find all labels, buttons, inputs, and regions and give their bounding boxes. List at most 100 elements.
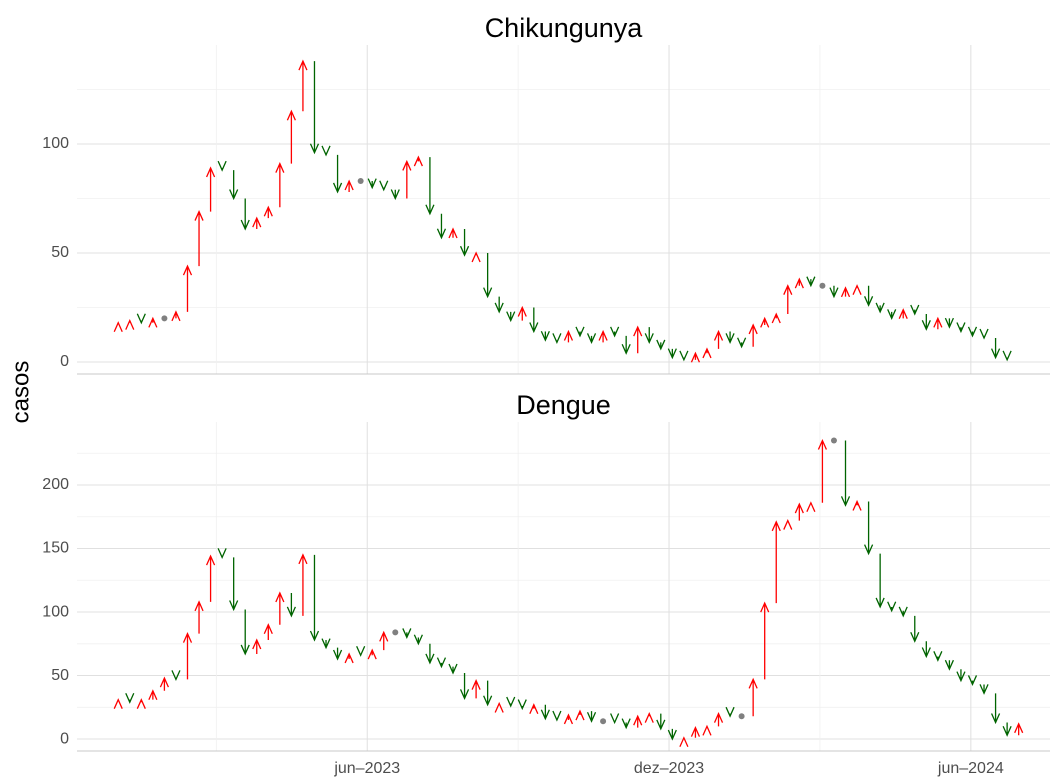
y-tick-label: 200 [42, 476, 69, 493]
up-arrow [771, 520, 781, 604]
down-arrow [887, 601, 897, 613]
up-arrow [783, 284, 793, 315]
up-arrow [852, 499, 862, 511]
up-arrow [148, 689, 158, 701]
y-tick-label: 100 [42, 135, 69, 152]
down-arrow [979, 684, 989, 695]
down-arrow [956, 322, 966, 334]
up-arrow [194, 600, 204, 634]
down-arrow [356, 645, 366, 657]
down-arrow [656, 713, 666, 731]
down-arrow [610, 326, 620, 338]
up-arrow [344, 652, 354, 664]
down-arrow [610, 713, 620, 725]
up-arrow [748, 677, 758, 717]
down-arrow [921, 314, 931, 331]
down-arrow [956, 669, 966, 683]
up-arrow [125, 318, 135, 330]
up-arrow [205, 166, 216, 212]
up-arrow [252, 216, 262, 230]
down-arrow [990, 338, 1001, 360]
down-arrow [402, 628, 412, 640]
up-arrow [344, 179, 354, 192]
up-arrow [494, 701, 504, 713]
up-arrow [817, 438, 828, 503]
panel-title: Chikungunya [485, 13, 644, 43]
down-arrow [910, 615, 920, 643]
down-arrow [552, 710, 562, 722]
down-arrow [506, 696, 516, 708]
up-arrow [113, 321, 123, 333]
down-arrow [483, 680, 493, 707]
up-arrow [402, 159, 412, 199]
down-arrow [863, 285, 874, 307]
up-arrow [275, 162, 285, 208]
flat-point [357, 178, 364, 185]
up-arrow [933, 316, 943, 330]
down-arrow [240, 198, 250, 231]
down-arrow [667, 728, 677, 741]
up-arrow [679, 736, 689, 748]
up-arrow [794, 277, 804, 289]
down-arrow [436, 657, 447, 669]
down-arrow [379, 180, 389, 192]
up-arrow [194, 209, 204, 267]
down-arrow [875, 553, 885, 609]
up-arrow [690, 726, 701, 738]
up-arrow [760, 316, 770, 328]
flat-point [819, 282, 826, 289]
up-arrow [448, 227, 458, 239]
x-tick-label: dez–2023 [634, 760, 704, 777]
up-arrow [379, 630, 389, 651]
down-arrow [332, 647, 343, 661]
up-arrow [205, 554, 216, 602]
down-arrow [967, 675, 978, 687]
down-arrow [240, 609, 250, 656]
down-arrow [540, 330, 550, 342]
up-arrow [298, 553, 308, 616]
up-arrow [598, 329, 608, 343]
down-arrow [621, 718, 631, 730]
down-arrow [863, 501, 874, 556]
y-tick-label: 150 [42, 540, 69, 557]
down-arrow [806, 276, 816, 288]
down-arrow [413, 634, 423, 646]
down-arrow [737, 337, 747, 349]
down-arrow [309, 554, 320, 642]
up-arrow [148, 316, 158, 328]
down-arrow [875, 302, 885, 314]
up-arrow [182, 264, 193, 312]
down-arrow [425, 643, 435, 665]
y-axis-label: casos [7, 361, 34, 424]
y-tick-label: 50 [51, 667, 69, 684]
up-arrow [783, 518, 793, 530]
down-arrow [390, 189, 400, 201]
up-arrow [644, 712, 654, 723]
up-arrow [171, 310, 181, 322]
up-arrow [563, 713, 574, 725]
down-arrow [506, 311, 516, 323]
down-arrow [679, 350, 689, 362]
down-arrow [171, 670, 181, 681]
up-arrow [263, 623, 273, 640]
up-arrow [471, 251, 481, 263]
down-arrow [840, 440, 851, 507]
up-arrow [159, 676, 169, 691]
down-arrow [1002, 350, 1012, 362]
up-arrow [275, 591, 285, 625]
up-arrow [794, 502, 804, 521]
y-tick-label: 0 [60, 353, 69, 370]
up-arrow [840, 286, 851, 298]
up-arrow [702, 347, 712, 359]
up-arrow [690, 351, 701, 363]
down-arrow [910, 304, 920, 316]
down-arrow [725, 706, 735, 718]
up-arrow [113, 698, 123, 709]
down-arrow [321, 638, 331, 650]
up-arrow [517, 305, 527, 321]
flat-point [738, 713, 745, 720]
y-tick-label: 0 [60, 730, 69, 747]
up-arrow [898, 308, 908, 319]
flat-point [830, 437, 837, 444]
